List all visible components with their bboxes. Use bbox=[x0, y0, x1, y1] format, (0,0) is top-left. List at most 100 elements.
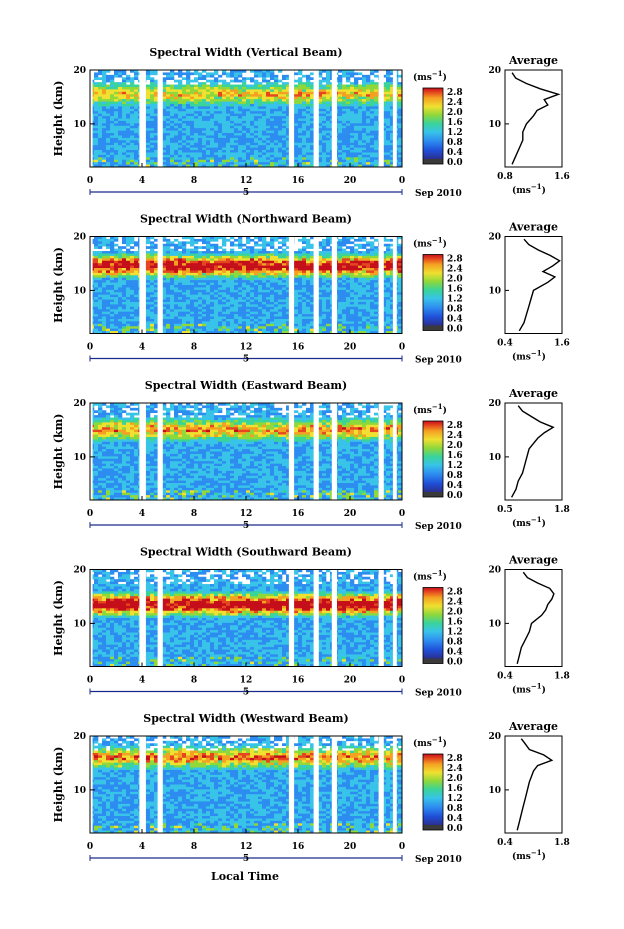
heatmap-cell bbox=[170, 275, 175, 279]
heatmap-cell bbox=[202, 306, 207, 310]
heatmap-cell bbox=[214, 238, 219, 242]
heatmap-cell bbox=[346, 164, 351, 168]
heatmap-cell bbox=[230, 323, 235, 327]
heatmap-cell bbox=[190, 84, 195, 88]
heatmap-cell bbox=[206, 91, 211, 95]
heatmap-cell bbox=[218, 282, 223, 286]
heatmap-cell bbox=[274, 133, 279, 136]
heatmap-cell bbox=[278, 328, 283, 332]
heatmap-cell bbox=[186, 113, 191, 117]
heatmap-cell bbox=[230, 331, 235, 334]
heatmap-cell bbox=[346, 116, 351, 119]
heatmap-cell bbox=[282, 84, 287, 88]
heatmap-cell bbox=[198, 103, 203, 107]
heatmap-cell bbox=[218, 142, 223, 146]
heatmap-cell bbox=[254, 248, 259, 252]
heatmap-cell bbox=[114, 251, 119, 254]
heatmap-cell bbox=[358, 140, 363, 144]
heatmap-cell bbox=[98, 101, 103, 105]
heatmap-cell bbox=[178, 157, 183, 161]
heatmap-cell bbox=[242, 120, 247, 124]
heatmap-cell bbox=[326, 157, 331, 161]
heatmap-cell bbox=[210, 79, 215, 83]
heatmap-cell bbox=[250, 260, 255, 264]
heatmap-cell bbox=[270, 275, 275, 279]
heatmap-cell bbox=[278, 89, 283, 93]
heatmap-cell bbox=[210, 137, 215, 141]
heatmap-cell bbox=[126, 318, 131, 322]
heatmap-cell bbox=[366, 137, 371, 141]
heatmap-cell bbox=[94, 309, 99, 312]
heatmap-cell bbox=[254, 116, 259, 119]
heatmap-cell bbox=[102, 150, 107, 153]
heatmap-cell bbox=[194, 91, 199, 95]
data-gap bbox=[139, 70, 146, 167]
heatmap-cell bbox=[110, 142, 115, 146]
heatmap-cell bbox=[166, 101, 171, 105]
heatmap-cell bbox=[298, 137, 303, 141]
heatmap-cell bbox=[146, 91, 151, 95]
heatmap-cell bbox=[286, 321, 291, 325]
heatmap-cell bbox=[318, 154, 323, 158]
heatmap-cell bbox=[322, 118, 327, 122]
heatmap-cell bbox=[110, 277, 115, 281]
heatmap-cell bbox=[198, 145, 203, 148]
heatmap-cell bbox=[338, 96, 343, 100]
heatmap-cell bbox=[222, 292, 227, 295]
heatmap-cell bbox=[166, 145, 171, 148]
heatmap-cell bbox=[390, 120, 395, 124]
heatmap-cell bbox=[194, 251, 199, 254]
heatmap-cell bbox=[254, 82, 259, 85]
heatmap-cell bbox=[226, 316, 231, 320]
heatmap-cell bbox=[110, 248, 115, 252]
heatmap-cell bbox=[134, 275, 139, 279]
heatmap-cell bbox=[198, 154, 203, 158]
heatmap-cell bbox=[130, 314, 135, 317]
heatmap-cell bbox=[150, 152, 155, 156]
heatmap-cell bbox=[262, 326, 267, 329]
heatmap-cell bbox=[254, 260, 259, 264]
heatmap-cell bbox=[126, 157, 131, 161]
heatmap-cell bbox=[222, 79, 227, 83]
heatmap-cell bbox=[218, 147, 223, 151]
heatmap-cell bbox=[122, 316, 127, 320]
heatmap-cell bbox=[110, 157, 115, 161]
heatmap-cell bbox=[270, 86, 275, 90]
heatmap-cell bbox=[114, 96, 119, 100]
heatmap-cell bbox=[94, 113, 99, 117]
heatmap-cell bbox=[182, 106, 187, 110]
heatmap-cell bbox=[234, 137, 239, 141]
heatmap-cell bbox=[194, 314, 199, 317]
heatmap-cell bbox=[294, 326, 299, 329]
heatmap-cell bbox=[110, 287, 115, 291]
heatmap-cell bbox=[338, 82, 343, 85]
heatmap-cell bbox=[298, 108, 303, 112]
heatmap-cell bbox=[106, 86, 111, 90]
heatmap-cell bbox=[98, 96, 103, 100]
heatmap-cell bbox=[186, 123, 191, 127]
heatmap-cell bbox=[338, 140, 343, 144]
heatmap-cell bbox=[94, 260, 99, 264]
heatmap-cell bbox=[246, 258, 251, 262]
heatmap-cell bbox=[150, 297, 155, 300]
heatmap-cell bbox=[250, 128, 255, 131]
heatmap-cell bbox=[154, 243, 159, 247]
heatmap-cell bbox=[346, 103, 351, 107]
heatmap-cell bbox=[246, 304, 251, 308]
heatmap-cell bbox=[114, 260, 119, 264]
heatmap-cell bbox=[182, 251, 187, 254]
heatmap-cell bbox=[282, 304, 287, 308]
heatmap-cell bbox=[186, 74, 191, 78]
heatmap-cell bbox=[110, 113, 115, 117]
heatmap-cell bbox=[342, 154, 347, 158]
heatmap-cell bbox=[134, 137, 139, 141]
heatmap-cell bbox=[134, 123, 139, 127]
heatmap-cell bbox=[206, 162, 211, 165]
heatmap-cell bbox=[154, 238, 159, 242]
heatmap-cell bbox=[262, 246, 267, 249]
heatmap-cell bbox=[326, 140, 331, 144]
heatmap-cell bbox=[186, 318, 191, 322]
heatmap-cell bbox=[310, 84, 315, 88]
heatmap-cell bbox=[198, 123, 203, 127]
heatmap-cell bbox=[134, 120, 139, 124]
